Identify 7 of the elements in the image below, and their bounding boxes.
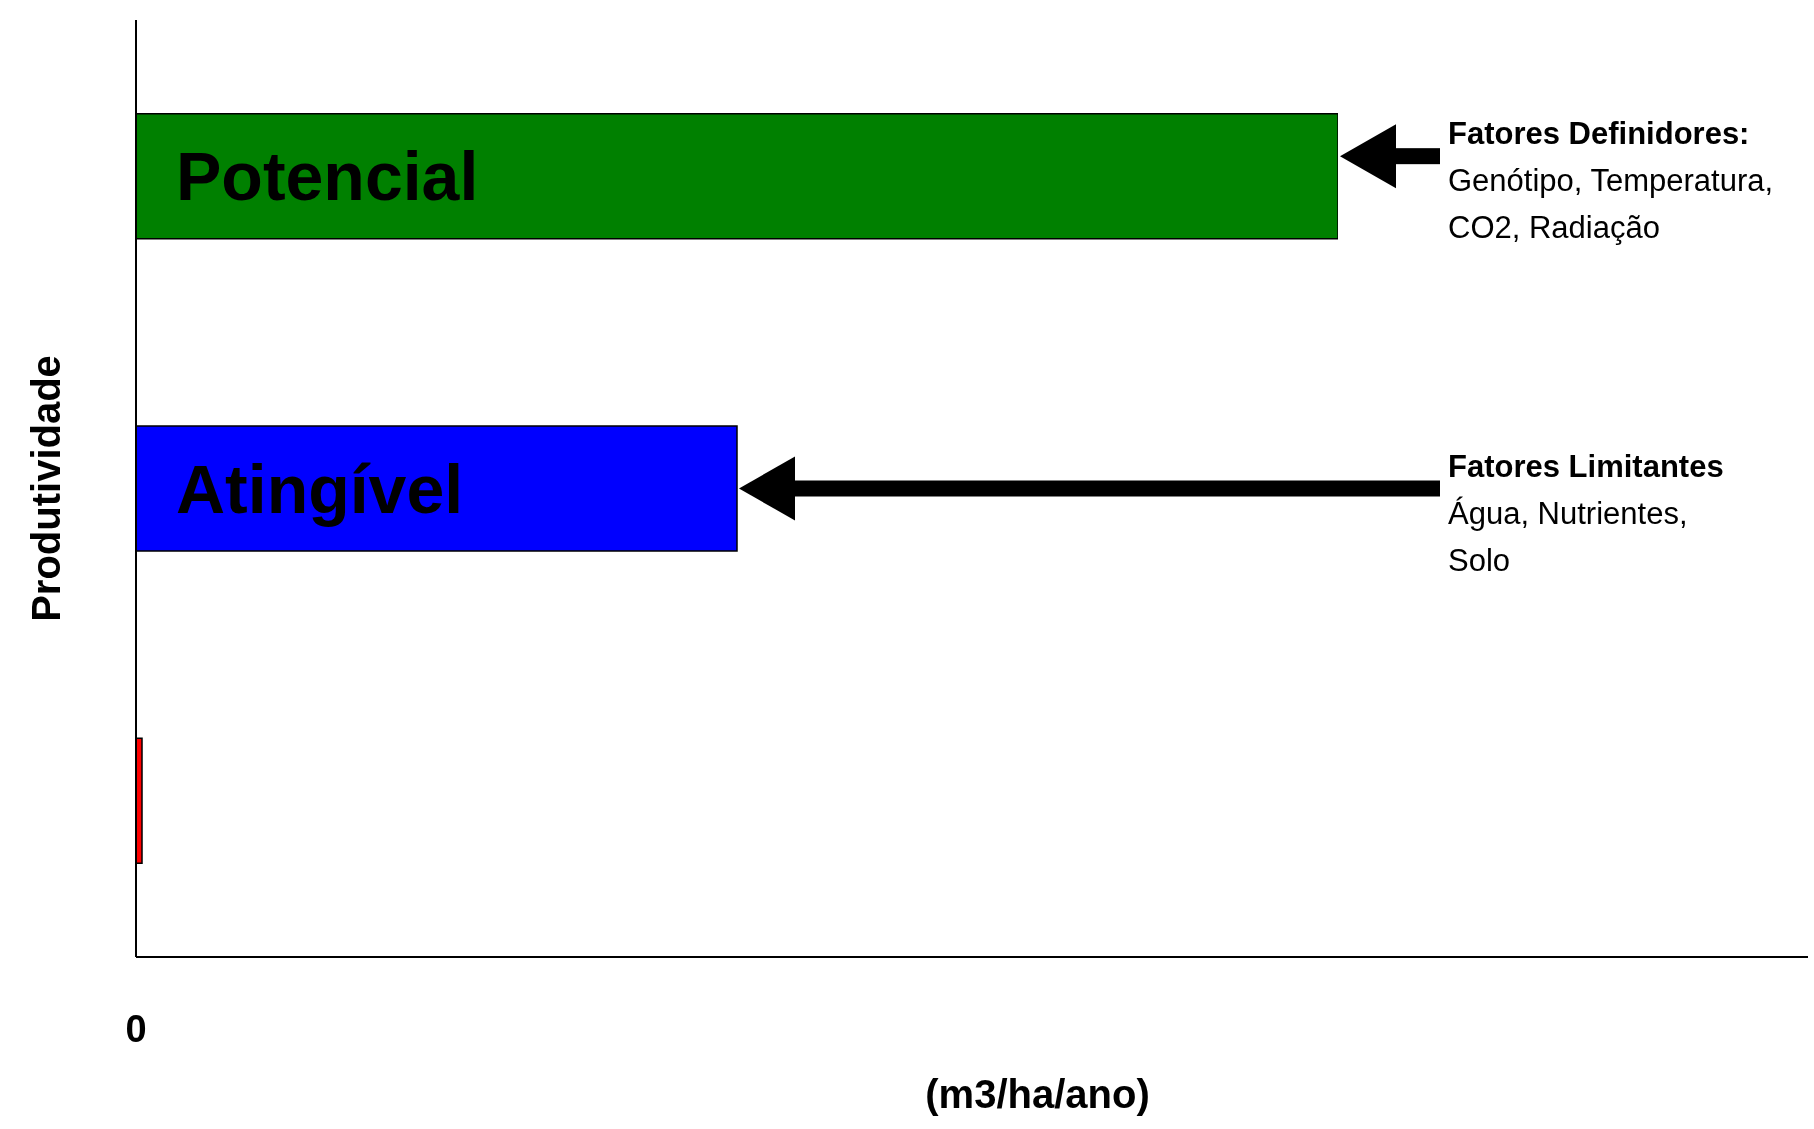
text: Fatores Definidores: Genótipo, Temperatura, CO2, Radiação bbox=[1448, 116, 1774, 246]
y-tick-label: Atingível bbox=[176, 450, 464, 527]
text: 0 bbox=[125, 1008, 147, 1050]
text: Fatores Limitantes Água, Nutrientes, Solo bbox=[1448, 448, 1724, 578]
x-axis-title: (m3/ha/ano) bbox=[925, 1072, 1150, 1116]
y-tick-label: Potencial bbox=[176, 138, 479, 215]
y-axis-title: Produtividade bbox=[24, 355, 68, 622]
